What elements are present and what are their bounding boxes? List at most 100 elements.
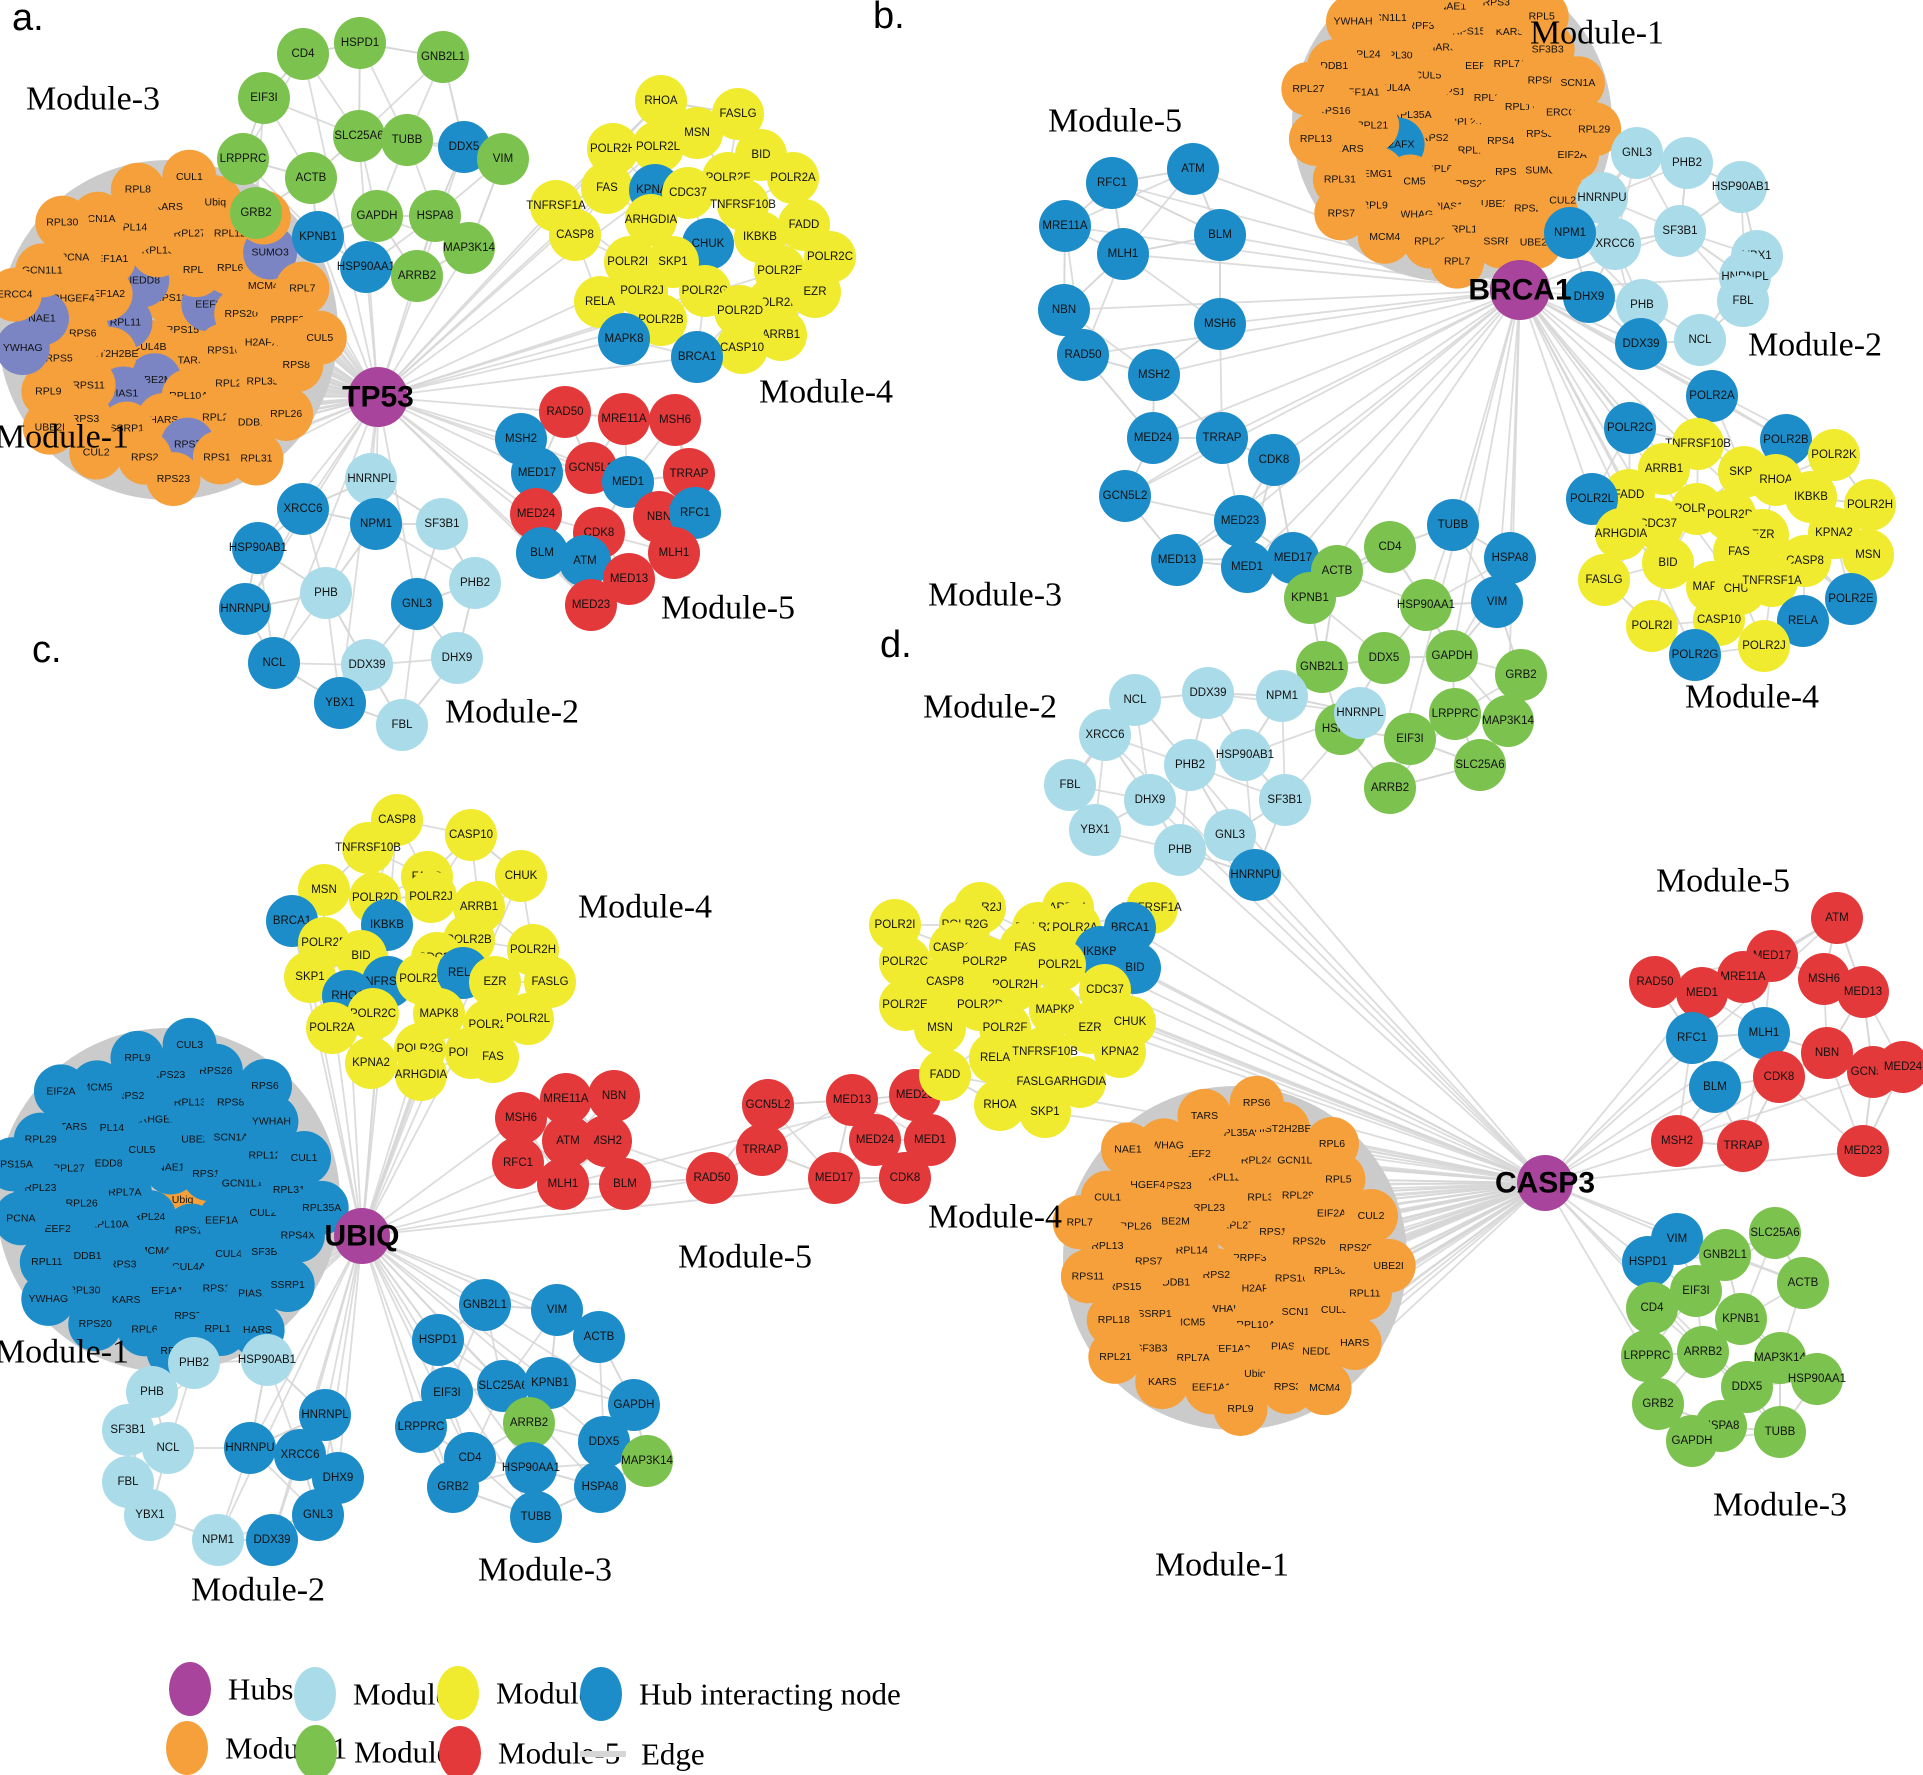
node-MED17[interactable] [511, 447, 563, 499]
node-RFC1[interactable] [669, 487, 721, 539]
node-PHB2[interactable] [168, 1337, 220, 1389]
node-GNL3[interactable] [292, 1489, 344, 1541]
node-HSP90AA1[interactable] [1400, 579, 1452, 631]
node-RPL7[interactable] [1052, 1195, 1107, 1250]
node-HSPA8[interactable] [409, 190, 461, 242]
node-RPL9[interactable] [110, 1030, 165, 1085]
node-SLC25A6[interactable] [1749, 1207, 1801, 1259]
hub-node-BRCA1[interactable] [1490, 260, 1550, 320]
node-MED1[interactable] [1221, 541, 1273, 593]
node-HNRNPU[interactable] [1229, 849, 1281, 901]
node-EIF3I[interactable] [1670, 1265, 1722, 1317]
node-POLR2I[interactable] [1626, 600, 1678, 652]
node-RPL31[interactable] [229, 431, 284, 486]
node-FASLG[interactable] [1578, 554, 1630, 606]
node-TUBB[interactable] [1754, 1406, 1806, 1458]
node-HNRNPU[interactable] [224, 1422, 276, 1474]
node-SF3B1[interactable] [102, 1404, 154, 1456]
node-RPS20[interactable] [68, 1297, 123, 1352]
node-DDX39[interactable] [1182, 667, 1234, 719]
node-MED1[interactable] [602, 456, 654, 508]
node-RPS6[interactable] [1229, 1075, 1284, 1130]
node-TRRAP[interactable] [1196, 412, 1248, 464]
node-RPL8[interactable] [110, 162, 165, 217]
node-KPNB1[interactable] [1284, 572, 1336, 624]
node-SSRP1[interactable] [260, 1258, 315, 1313]
node-POLR2K[interactable] [1808, 429, 1860, 481]
node-VIM[interactable] [531, 1284, 583, 1336]
node-CASP10[interactable] [445, 809, 497, 861]
node-FAS[interactable] [467, 1031, 519, 1083]
node-PHB2[interactable] [449, 557, 501, 609]
hub-node-CASP3[interactable] [1517, 1155, 1573, 1211]
node-EZR[interactable] [789, 266, 841, 318]
node-GRB2[interactable] [427, 1461, 479, 1513]
node-MSN[interactable] [298, 864, 350, 916]
node-PHB[interactable] [126, 1366, 178, 1418]
node-GNB2L1[interactable] [459, 1279, 511, 1331]
node-TUBB[interactable] [381, 114, 433, 166]
node-TRRAP[interactable] [736, 1124, 788, 1176]
node-SLC25A6[interactable] [477, 1360, 529, 1412]
node-TUBB[interactable] [1427, 499, 1479, 551]
node-MSN[interactable] [671, 107, 723, 159]
node-POLR2J[interactable] [1738, 620, 1790, 672]
node-FBL[interactable] [1044, 759, 1096, 811]
node-ATM[interactable] [1811, 892, 1863, 944]
node-POLR2J[interactable] [405, 871, 457, 923]
node-DHX9[interactable] [431, 632, 483, 684]
node-MRE11A[interactable] [540, 1073, 592, 1125]
node-HNRNPU[interactable] [1576, 172, 1628, 224]
node-ARRB2[interactable] [1677, 1326, 1729, 1378]
node-PHB[interactable] [1616, 279, 1668, 331]
node-MSH6[interactable] [495, 1092, 547, 1144]
node-MED13[interactable] [1151, 534, 1203, 586]
node-CUL1[interactable] [277, 1131, 332, 1186]
node-POLR2L[interactable] [1566, 473, 1618, 525]
node-VIM[interactable] [1471, 576, 1523, 628]
node-EZR[interactable] [469, 956, 521, 1008]
node-MSH2[interactable] [580, 1115, 632, 1167]
node-TRRAP[interactable] [663, 448, 715, 500]
node-CASP8[interactable] [549, 209, 601, 261]
node-MSN[interactable] [1842, 529, 1894, 581]
node-GAPDH[interactable] [1666, 1415, 1718, 1467]
node-POLR2C[interactable] [879, 936, 931, 988]
node-SF3B1[interactable] [1259, 774, 1311, 826]
node-POLR2A[interactable] [1686, 370, 1738, 422]
node-CD4[interactable] [1626, 1282, 1678, 1334]
node-RHOA[interactable] [635, 75, 687, 127]
node-DDX39[interactable] [1615, 318, 1667, 370]
node-CD4[interactable] [277, 28, 329, 80]
node-BRCA1[interactable] [671, 331, 723, 383]
node-HNRNPL[interactable] [1334, 687, 1386, 739]
node-MRE11A[interactable] [598, 393, 650, 445]
node-BLM[interactable] [1689, 1061, 1741, 1113]
node-GCN5L2[interactable] [742, 1079, 794, 1131]
node-EIF3I[interactable] [1384, 713, 1436, 765]
node-MED17[interactable] [808, 1152, 860, 1204]
node-DDX39[interactable] [246, 1514, 298, 1566]
node-FASLG[interactable] [712, 88, 764, 140]
node-GRB2[interactable] [230, 187, 282, 239]
node-ATM[interactable] [542, 1115, 594, 1167]
node-TNFRSF1A[interactable] [1746, 555, 1798, 607]
node-RAD50[interactable] [686, 1152, 738, 1204]
node-DDX5[interactable] [578, 1416, 630, 1468]
node-YWHAH[interactable] [1325, 0, 1380, 49]
node-ARHGDIA[interactable] [395, 1049, 447, 1101]
node-NBN[interactable] [588, 1070, 640, 1122]
node-GAPDH[interactable] [1426, 630, 1478, 682]
node-HNRNPL[interactable] [299, 1389, 351, 1441]
node-KPNA2[interactable] [1094, 1026, 1146, 1078]
node-RELA[interactable] [1777, 595, 1829, 647]
node-FAS[interactable] [581, 162, 633, 214]
node-RPS6[interactable] [238, 1059, 293, 1114]
node-NCL[interactable] [1674, 314, 1726, 366]
node-TARS[interactable] [1177, 1088, 1232, 1143]
node-ARHGDIA[interactable] [1054, 1056, 1106, 1108]
node-ATM[interactable] [1167, 143, 1219, 195]
node-UBE2I[interactable] [1361, 1238, 1416, 1293]
node-POLR2H[interactable] [1844, 479, 1896, 531]
node-RPL27[interactable] [1281, 61, 1336, 116]
